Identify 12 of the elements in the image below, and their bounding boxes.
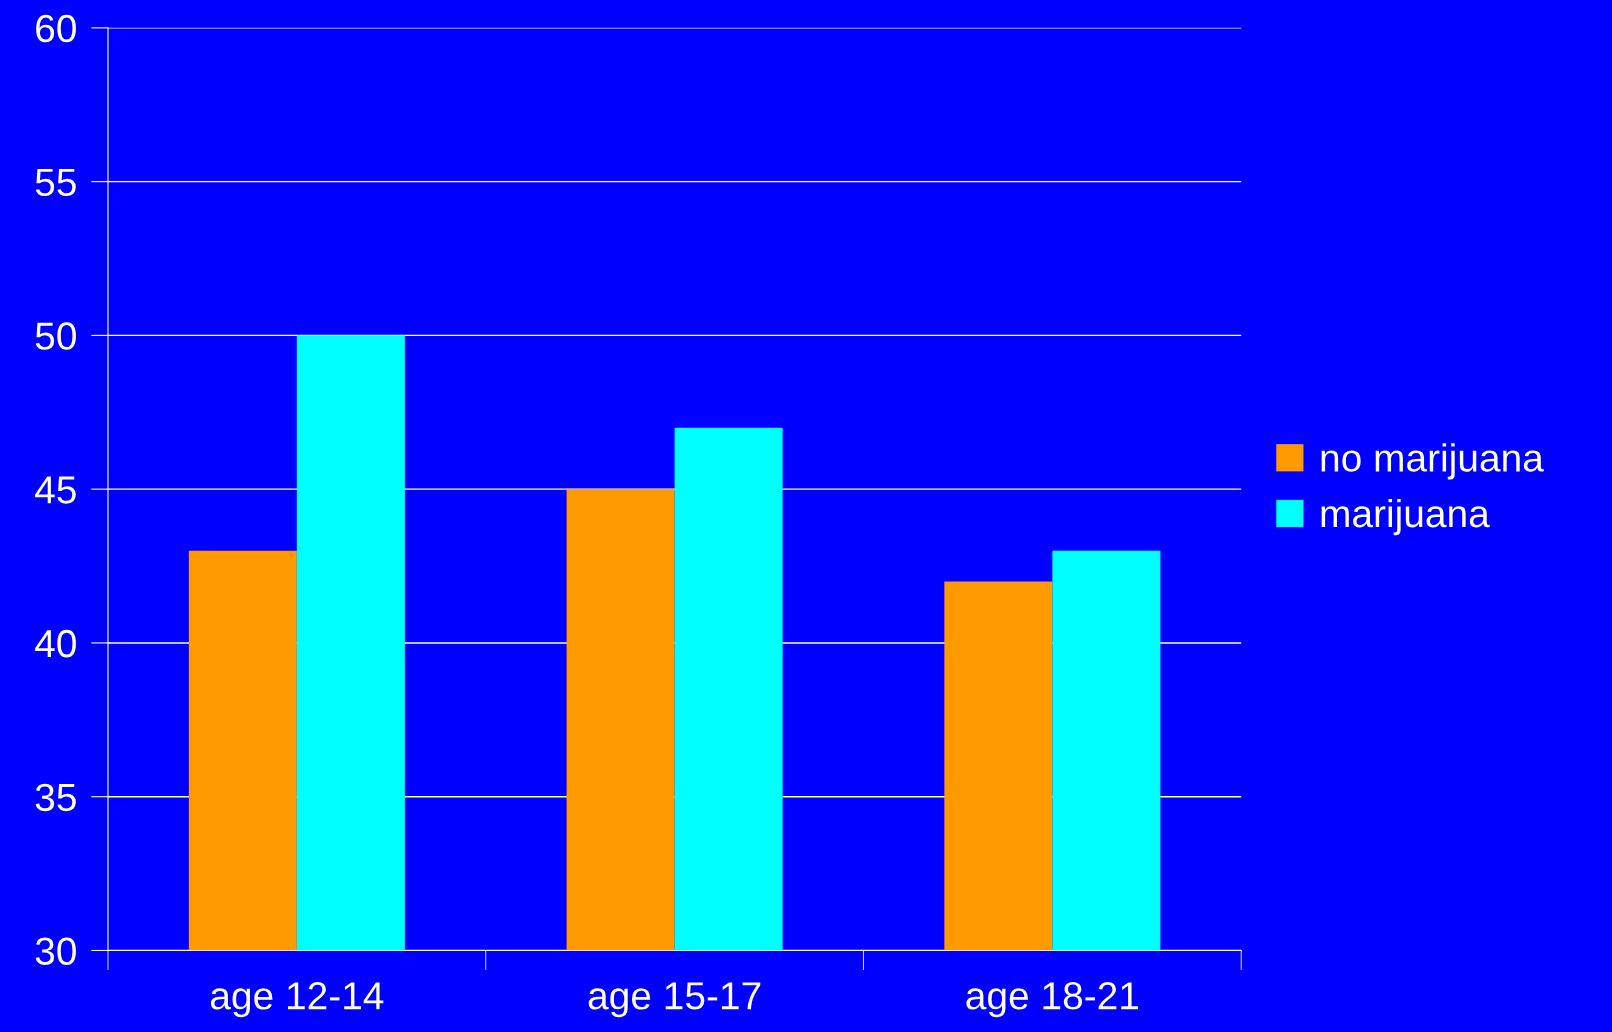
legend-label: marijuana: [1321, 498, 1490, 536]
y-tick-label: 60: [36, 14, 76, 43]
y-tick-label: 50: [35, 322, 76, 350]
x-tick-label: age 12-14: [210, 982, 384, 1018]
legend-label: no marijuana: [1321, 443, 1544, 480]
y-tick-label: 30: [35, 937, 76, 965]
y-tick-label: 55: [35, 168, 76, 197]
x-tick-label: age 15-17: [588, 982, 761, 1018]
y-tick-label: 40: [35, 629, 76, 658]
y-tick-label: 45: [35, 476, 76, 504]
x-tick-label: age 18-21: [966, 982, 1139, 1018]
y-tick-label: 35: [35, 783, 76, 812]
